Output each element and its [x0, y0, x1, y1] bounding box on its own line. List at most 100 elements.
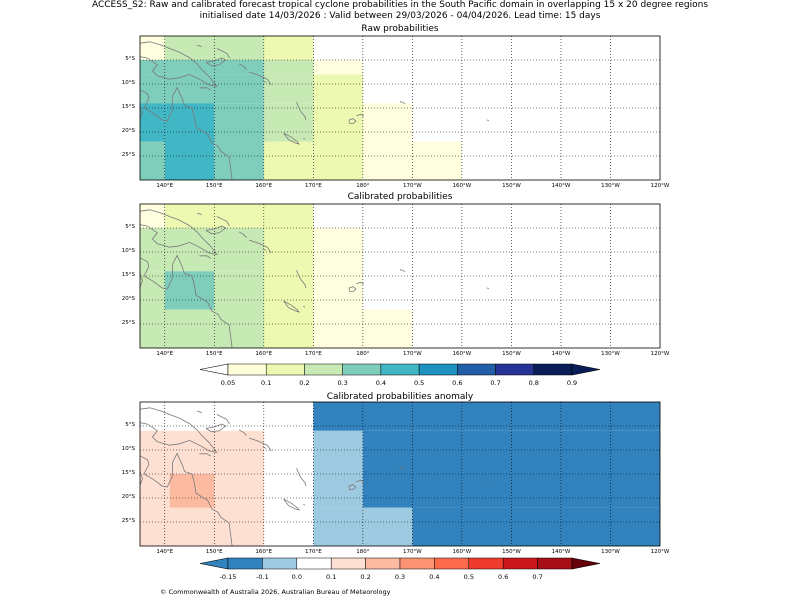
lat-tick-label: 25°S	[121, 518, 135, 524]
title-line-2: initialised date 14/03/2026 : Valid betw…	[199, 11, 601, 21]
lat-tick-label: 25°S	[121, 320, 135, 326]
colorbar-bin	[537, 557, 573, 570]
lon-tick-label: 170°W	[403, 183, 422, 189]
lon-tick-label: 130°W	[601, 183, 620, 189]
probability-cell	[313, 271, 363, 348]
probability-cell	[412, 141, 462, 180]
calibrated-probabilities-map	[139, 203, 661, 349]
colorbar-bin	[434, 557, 470, 570]
probability-cell	[313, 430, 363, 508]
lat-tick-label: 10°S	[121, 446, 135, 452]
lon-tick-label: 180°	[356, 183, 370, 189]
lon-tick-label: 140°E	[156, 183, 174, 189]
lat-tick-label: 20°S	[121, 296, 135, 302]
colorbar-label: 0.1	[326, 573, 337, 581]
coastline	[139, 407, 490, 547]
lon-tick-label: 150°E	[205, 183, 223, 189]
colorbar-under-extend	[199, 557, 229, 570]
colorbar-label: 0.5	[463, 573, 474, 581]
lat-tick-label: 5°S	[125, 224, 135, 230]
probability-cell	[169, 474, 215, 508]
lat-tick-label: 5°S	[125, 422, 135, 428]
probability-colorbar	[199, 363, 601, 376]
anomaly-map	[139, 401, 661, 547]
lon-tick-label: 170°W	[403, 549, 422, 555]
probability-cell	[313, 60, 363, 75]
colorbar-bin	[265, 363, 305, 376]
colorbar-label: 0.5	[413, 379, 425, 387]
lon-tick-label: 180°	[356, 549, 370, 555]
copyright-notice: © Commonwealth of Australia 2026, Austra…	[160, 588, 391, 596]
lat-tick-label: 20°S	[121, 128, 135, 134]
colorbar-bin	[227, 557, 263, 570]
probability-cell	[263, 103, 314, 142]
probability-cell	[263, 228, 314, 272]
colorbar-bin	[296, 557, 332, 570]
colorbar-bin	[262, 557, 298, 570]
probability-cell	[140, 204, 165, 228]
colorbar-label: 0.2	[299, 379, 310, 387]
colorbar-label: 0.6	[452, 379, 463, 387]
colorbar-label: 0.8	[528, 379, 539, 387]
colorbar-bin	[468, 557, 504, 570]
probability-cell	[140, 141, 165, 180]
colorbar-over-extend	[571, 363, 601, 376]
lon-tick-label: 150°W	[502, 549, 521, 555]
probability-cell	[164, 60, 264, 75]
colorbar-bin	[304, 363, 343, 376]
probability-cell	[362, 309, 413, 348]
probability-cell	[263, 60, 314, 75]
lon-tick-label: 140°W	[551, 351, 571, 357]
lon-tick-label: 170°E	[304, 549, 322, 555]
coastline	[139, 209, 490, 349]
probability-cell	[164, 309, 215, 348]
probability-cell	[362, 430, 660, 508]
lat-tick-label: 25°S	[121, 152, 135, 158]
lat-tick-label: 15°S	[121, 104, 135, 110]
lat-tick-label: 10°S	[121, 248, 135, 254]
lon-tick-label: 160°E	[255, 351, 273, 357]
lon-tick-label: 140°E	[156, 351, 174, 357]
raw-probabilities-map	[139, 35, 661, 181]
colorbar-bin	[227, 363, 267, 376]
probability-cell	[140, 271, 165, 348]
panel-2-title: Calibrated probabilities	[347, 192, 453, 202]
probability-cell	[164, 103, 215, 180]
anomaly-colorbar	[199, 557, 601, 570]
figure-title: ACCESS_S2: Raw and calibrated forecast t…	[0, 0, 800, 22]
colorbar-bin	[380, 363, 420, 376]
probability-cell	[214, 271, 264, 348]
lon-tick-label: 170°E	[304, 351, 322, 357]
probability-cell	[263, 74, 314, 104]
lat-tick-label: 20°S	[121, 494, 135, 500]
probability-cell	[140, 60, 165, 75]
probability-cell	[214, 103, 264, 180]
colorbar-label: 0.2	[360, 573, 371, 581]
colorbar-label: 0.3	[394, 573, 406, 581]
colorbar-label: 0.9	[566, 379, 578, 387]
lat-tick-label: 15°S	[121, 272, 135, 278]
colorbar-label: 0.1	[261, 379, 272, 387]
colorbar-label: 0.7	[490, 379, 501, 387]
probability-cell	[362, 103, 413, 180]
colorbar-label: 0.4	[429, 573, 440, 581]
graticule	[140, 204, 660, 348]
lon-tick-label: 130°W	[601, 549, 620, 555]
colorbar-bin	[342, 363, 382, 376]
colorbar-label: 0.4	[375, 379, 387, 387]
probability-cell	[313, 103, 363, 180]
lat-tick-label: 5°S	[125, 56, 135, 62]
lon-tick-label: 170°W	[403, 351, 422, 357]
lon-tick-label: 150°W	[502, 183, 521, 189]
probability-cell	[140, 103, 165, 142]
probability-cell	[164, 204, 314, 228]
panel-3-title: Calibrated probabilities anomaly	[326, 392, 474, 402]
lon-tick-label: 130°W	[601, 351, 620, 357]
probability-cell	[313, 402, 660, 431]
colorbar-under-extend	[199, 363, 229, 376]
lat-tick-label: 10°S	[121, 80, 135, 86]
colorbar-bin	[365, 557, 401, 570]
lon-tick-label: 140°W	[551, 183, 571, 189]
probability-cell	[263, 141, 314, 180]
colorbar-label: -0.1	[256, 573, 269, 581]
